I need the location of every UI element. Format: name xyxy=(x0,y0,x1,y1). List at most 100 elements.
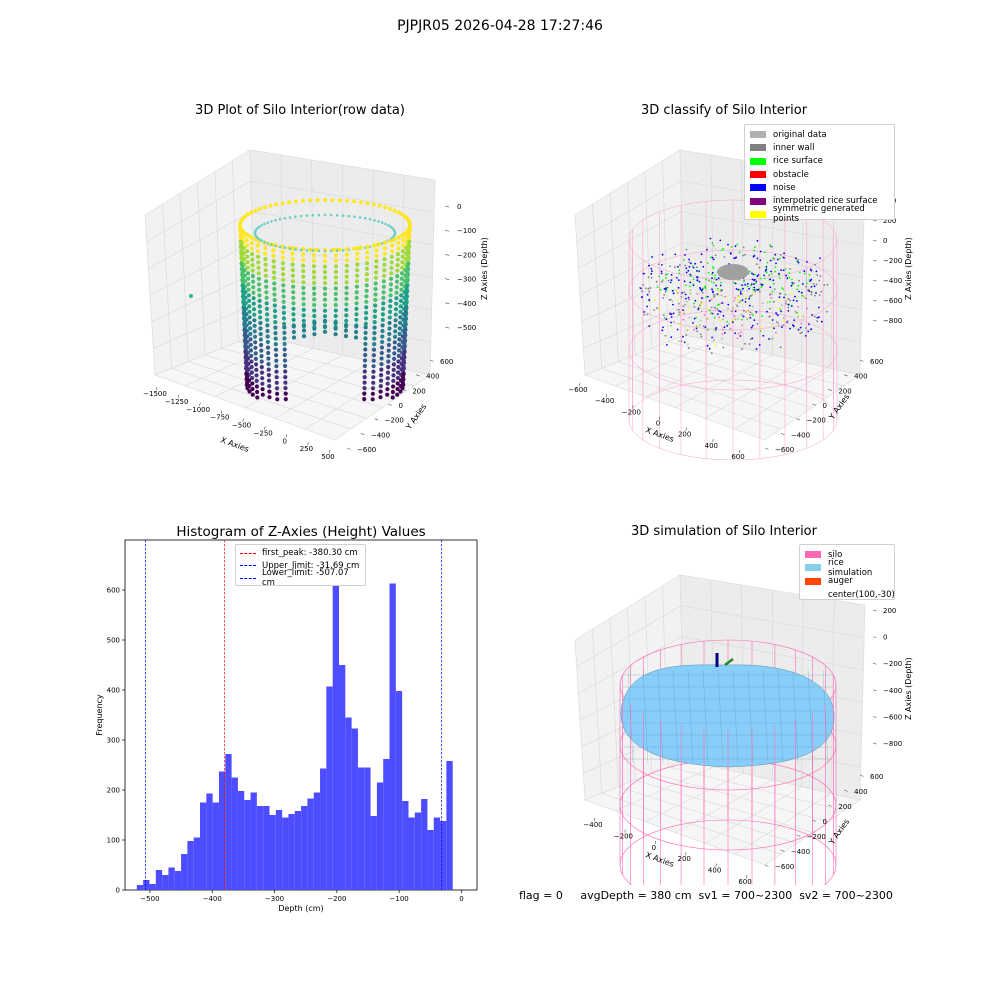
raw-point xyxy=(396,359,401,364)
classified-point xyxy=(819,275,822,278)
classified-point xyxy=(710,280,713,283)
rice-mesh-line xyxy=(792,669,799,764)
raw-point xyxy=(397,331,402,336)
classified-point xyxy=(740,331,743,333)
classified-point xyxy=(759,290,761,293)
classified-point xyxy=(678,308,680,311)
raw-y-tick xyxy=(402,389,406,392)
classified-point xyxy=(798,271,801,274)
classified-point xyxy=(759,259,762,262)
simulation-y-tick xyxy=(812,819,817,822)
classified-point xyxy=(734,310,737,313)
raw-point xyxy=(381,290,386,295)
classified-point xyxy=(737,288,740,291)
simulation-x-tick-label: 400 xyxy=(708,867,721,875)
classified-point xyxy=(743,310,745,312)
histogram-chart: −500 −400 −300 −200 −100 0 0 100 200 300 400 500 60… xyxy=(95,539,478,913)
classified-point xyxy=(769,245,772,248)
raw-point xyxy=(396,246,401,251)
raw-point xyxy=(241,305,246,310)
classified-point xyxy=(716,308,719,311)
classified-point xyxy=(798,290,800,293)
classified-point xyxy=(715,329,717,332)
classified-point xyxy=(641,290,643,292)
raw-point xyxy=(323,198,327,202)
raw-point xyxy=(257,282,262,287)
classified-point xyxy=(660,272,663,275)
raw-point xyxy=(385,381,390,386)
histogram-xtick-label: −300 xyxy=(265,895,284,903)
raw-z-tick xyxy=(444,254,450,256)
raw-point xyxy=(401,377,406,382)
classified-point xyxy=(769,293,771,296)
classified-point xyxy=(781,304,783,307)
classified-point xyxy=(710,352,713,355)
classify-x-tick-label: −400 xyxy=(595,397,614,405)
histogram-bar xyxy=(332,557,339,890)
raw-point xyxy=(344,291,349,296)
classified-point xyxy=(671,300,674,303)
classified-point xyxy=(692,266,695,269)
raw-z-tick-label: 0 xyxy=(457,203,461,211)
simulation-y-tick-label: 600 xyxy=(870,773,883,781)
classify-legend-item: inner wall xyxy=(750,141,889,154)
classified-point xyxy=(710,298,713,301)
classified-point xyxy=(765,268,768,271)
raw-point xyxy=(400,233,404,238)
raw-point xyxy=(343,334,349,339)
raw-point xyxy=(407,220,412,225)
raw-point xyxy=(374,248,379,253)
simulation-x-tick-label: −200 xyxy=(614,832,633,840)
classified-point xyxy=(703,314,706,316)
raw-point xyxy=(394,285,399,290)
histogram-legend-label: first_peak: -380.30 cm xyxy=(262,548,358,559)
raw-y-tick-label: 200 xyxy=(412,387,425,395)
classified-point xyxy=(679,323,682,326)
raw-point xyxy=(401,371,406,377)
classified-point xyxy=(741,289,744,292)
classify-x-tick-label: 0 xyxy=(656,420,660,428)
raw-point xyxy=(257,287,262,292)
classified-point xyxy=(769,301,772,303)
raw-point xyxy=(257,304,262,309)
classified-point xyxy=(803,272,806,275)
classified-point xyxy=(733,257,736,260)
classified-point xyxy=(777,314,779,317)
classified-point xyxy=(741,284,743,286)
raw-point xyxy=(256,276,261,281)
raw-point xyxy=(386,365,391,370)
classified-point xyxy=(676,328,679,331)
classified-point xyxy=(740,318,743,321)
raw-point xyxy=(389,265,394,270)
classified-point xyxy=(710,256,712,259)
histogram-bar xyxy=(136,885,144,890)
classified-point xyxy=(754,290,757,293)
classified-point xyxy=(676,266,679,268)
raw-point xyxy=(255,249,260,254)
classified-point xyxy=(734,282,737,285)
rice-simulation-surface xyxy=(620,664,835,768)
raw-point xyxy=(250,381,255,386)
raw-point xyxy=(382,246,387,251)
classified-point xyxy=(660,280,663,283)
raw-point xyxy=(299,248,303,252)
histogram-bar xyxy=(364,767,371,890)
raw-point xyxy=(251,296,256,301)
raw-point xyxy=(246,212,250,217)
classified-point xyxy=(713,316,716,319)
classified-point xyxy=(700,297,703,299)
histogram-bar xyxy=(200,802,207,890)
raw-point xyxy=(335,214,339,217)
classified-point xyxy=(783,256,785,259)
classified-point xyxy=(706,248,708,251)
raw-z-tick xyxy=(444,205,450,208)
raw-point xyxy=(301,285,306,290)
classified-point xyxy=(666,286,669,289)
raw-point xyxy=(291,317,296,322)
raw-point xyxy=(301,318,306,323)
simulation-z-tick xyxy=(872,716,877,718)
classified-point xyxy=(653,309,655,311)
raw-point xyxy=(308,247,313,252)
raw-point xyxy=(402,355,407,360)
